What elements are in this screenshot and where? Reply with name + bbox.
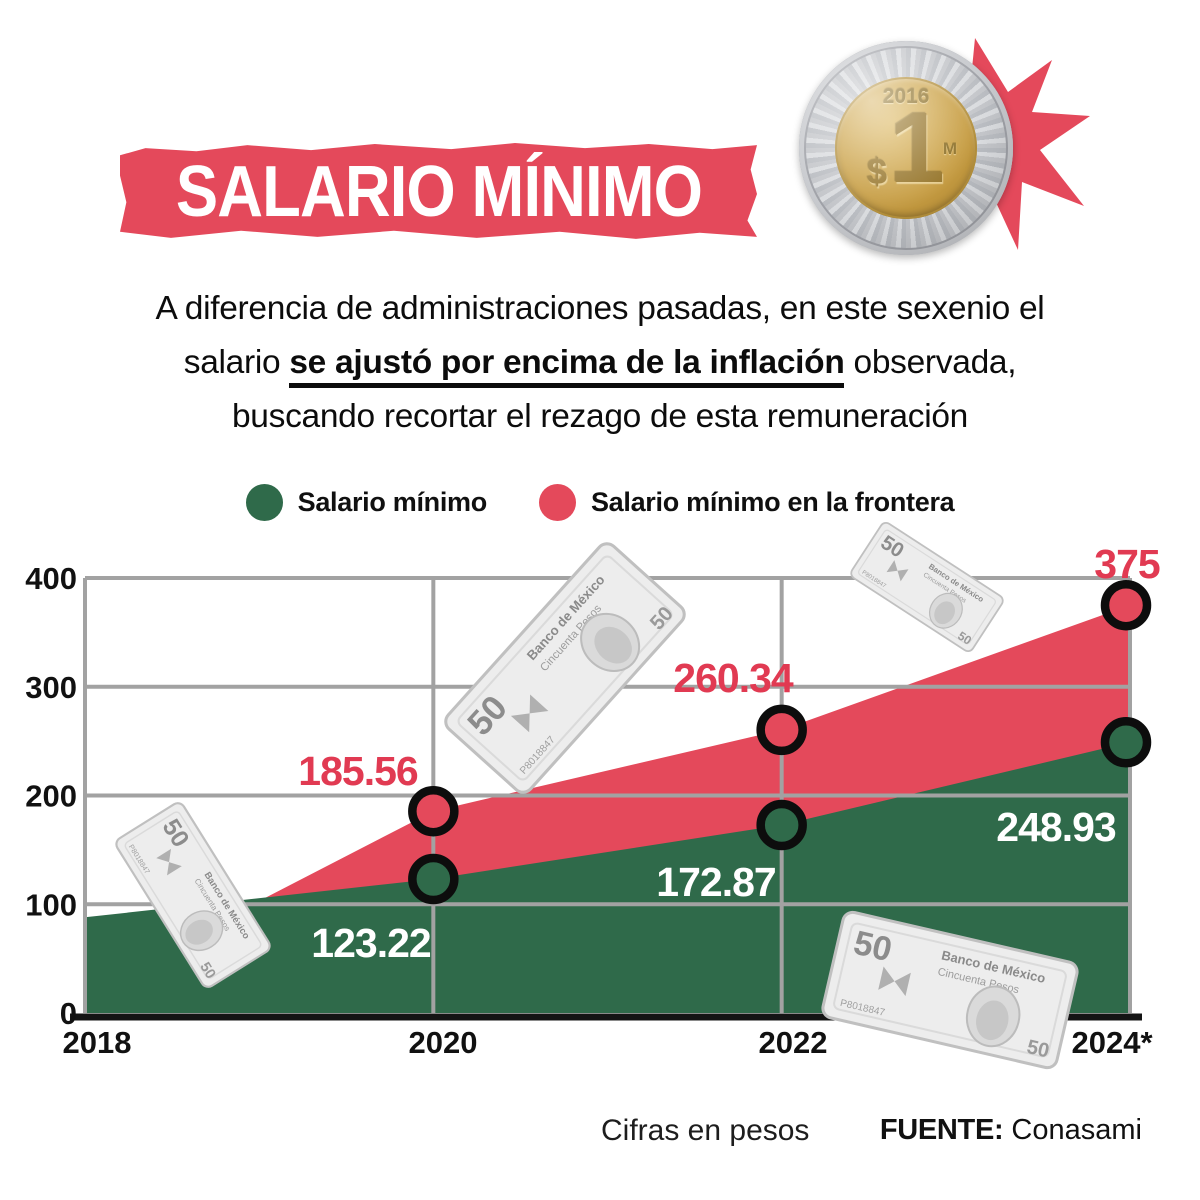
y-tick-label-200: 200 — [25, 779, 77, 814]
title-banner: SALARIO MÍNIMO — [120, 143, 757, 239]
data-label-salario-2020: 123.22 — [311, 920, 431, 966]
y-tick-label-0: 0 — [60, 996, 77, 1031]
intro-emphasis-underlined: se ajustó por encima de la inflación — [289, 344, 845, 388]
data-label-salario-2022: 172.87 — [656, 859, 775, 905]
source-label: FUENTE: — [879, 1114, 1004, 1146]
data-marker-frontera-2022 — [756, 704, 807, 756]
source-name: Conasami — [1003, 1114, 1142, 1146]
intro-paragraph: A diferencia de administraciones pasadas… — [50, 282, 1150, 444]
y-tick-label-100: 100 — [25, 887, 77, 922]
x-tick-label-2022: 2022 — [759, 1025, 828, 1060]
intro-line-3: buscando recortar el rezago de esta remu… — [231, 398, 969, 435]
legend-item-salario-minimo: Salario mínimo — [245, 484, 488, 521]
data-label-frontera-2022: 260.34 — [673, 655, 794, 701]
x-tick-label-2024: 2024* — [1071, 1025, 1153, 1060]
intro-line-2-suffix: observada, — [844, 344, 1017, 381]
data-marker-salario-2022 — [756, 799, 807, 851]
intro-line-2: salario se ajustó por encima de la infla… — [50, 336, 1150, 390]
page-title: SALARIO MÍNIMO — [175, 152, 702, 232]
data-marker-frontera-2020 — [408, 785, 459, 837]
x-tick-label-2020: 2020 — [409, 1025, 478, 1060]
data-label-frontera-2020: 185.56 — [298, 748, 418, 794]
source-credit: FUENTE: Conasami — [880, 1114, 1142, 1147]
data-label-frontera-2024: 375 — [1094, 541, 1160, 587]
legend-label: Salario mínimo — [297, 487, 488, 517]
chart-unit-note: Cifras en pesos — [601, 1114, 810, 1147]
y-tick-label-300: 300 — [25, 670, 77, 705]
intro-line-2-prefix: salario — [183, 344, 290, 381]
legend-label: Salario mínimo en la frontera — [590, 487, 955, 517]
intro-line-1: A diferencia de administraciones pasadas… — [155, 290, 1045, 327]
x-tick-label-2018: 2018 — [63, 1025, 132, 1060]
legend-swatch-red — [538, 484, 576, 521]
legend-swatch-green — [245, 484, 283, 521]
svg-text:50: 50 — [1025, 1036, 1052, 1062]
data-marker-salario-2020 — [408, 853, 459, 905]
chart-legend: Salario mínimo Salario mínimo en la fron… — [0, 484, 1200, 521]
legend-item-salario-frontera: Salario mínimo en la frontera — [538, 484, 955, 521]
data-label-salario-2024: 248.93 — [996, 804, 1116, 850]
svg-text:50: 50 — [196, 960, 218, 982]
data-marker-frontera-2024 — [1100, 579, 1152, 631]
y-tick-label-400: 400 — [25, 561, 77, 596]
svg-text:50: 50 — [850, 924, 895, 970]
peso-coin: 2016 $ 1 M — [799, 41, 1013, 255]
data-marker-salario-2024 — [1100, 717, 1152, 768]
